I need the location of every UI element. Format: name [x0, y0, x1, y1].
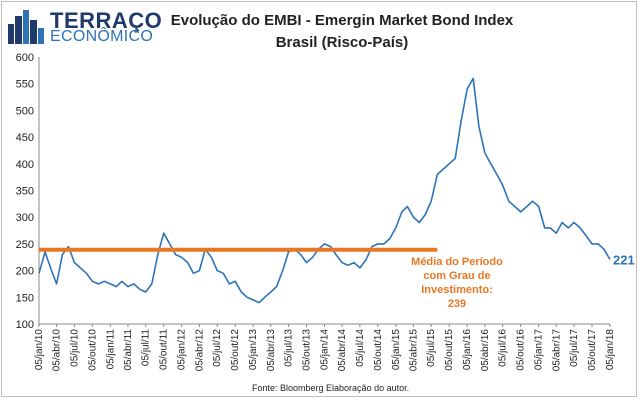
logo-wordmark-top: TERRAÇO [50, 8, 163, 33]
brand-logo: TERRAÇO ECONÔMICO [6, 6, 162, 46]
x-tick-label: 05/abr/14 [337, 329, 348, 372]
x-tick-label: 05/out/15 [444, 329, 455, 371]
y-tick-label: 600 [16, 52, 34, 64]
chart-subtitle: Brasil (Risco-País) [275, 34, 409, 51]
x-tick-label: 05/abr/12 [194, 329, 205, 372]
x-tick-label: 05/jul/16 [498, 329, 509, 367]
embi-series-line [38, 77, 611, 304]
logo-wordmark-bottom: ECONÔMICO [50, 28, 154, 45]
mean-annotation-line: 239 [448, 298, 466, 310]
x-tick-label: 05/out/12 [230, 329, 241, 371]
x-tick-label: 05/out/10 [87, 329, 98, 371]
x-tick-label: 05/jan/10 [34, 329, 45, 371]
y-tick-label: 100 [16, 319, 34, 331]
x-tick-label: 05/abr/13 [266, 329, 277, 372]
x-tick-label: 05/jul/14 [355, 329, 366, 367]
x-tick-label: 05/jan/18 [605, 329, 616, 371]
y-tick-label: 400 [16, 159, 34, 171]
x-tick-label: 05/jul/11 [141, 329, 152, 367]
x-tick-label: 05/out/16 [516, 329, 527, 371]
x-tick-label: 05/jan/17 [534, 329, 545, 371]
chart-title: Evolução do EMBI - Emergin Market Bond I… [170, 12, 514, 29]
city-skyline-icon [8, 10, 44, 44]
x-tick-label: 05/jan/16 [462, 329, 473, 371]
mean-annotation-line: com Grau de [423, 270, 490, 282]
y-tick-label: 150 [16, 292, 34, 304]
x-tick-label: 05/abr/10 [52, 329, 63, 372]
x-tick-label: 05/jan/14 [320, 329, 331, 371]
x-tick-label: 05/abr/16 [480, 329, 491, 372]
last-value-label: 221 [613, 252, 635, 267]
y-tick-label: 350 [16, 186, 34, 198]
x-tick-label: 05/jul/15 [426, 329, 437, 367]
x-tick-label: 05/jan/13 [248, 329, 259, 371]
x-tick-label: 05/jul/10 [69, 329, 80, 367]
x-tick-label: 05/jul/13 [284, 329, 295, 367]
x-tick-label: 05/out/13 [302, 329, 313, 371]
x-tick-label: 05/abr/17 [551, 329, 562, 372]
x-tick-label: 05/jul/17 [569, 329, 580, 367]
x-tick-label: 05/abr/11 [123, 329, 134, 371]
x-tick-label: 05/jul/12 [212, 329, 223, 367]
y-tick-label: 500 [16, 105, 34, 117]
x-tick-label: 05/out/17 [587, 329, 598, 371]
x-tick-label: 05/jan/11 [105, 329, 116, 370]
x-tick-label: 05/abr/15 [408, 329, 419, 372]
x-tick-label: 05/jan/12 [177, 329, 188, 371]
source-note: Fonte: Bloomberg Elaboração do autor. [252, 383, 410, 393]
y-tick-label: 200 [16, 266, 34, 278]
y-tick-label: 300 [16, 212, 34, 224]
y-tick-label: 450 [16, 132, 34, 144]
mean-annotation-line: Média do Período [411, 256, 503, 268]
y-tick-label: 550 [16, 79, 34, 91]
x-tick-label: 05/out/14 [373, 329, 384, 371]
y-tick-label: 250 [16, 239, 34, 251]
x-tick-label: 05/jan/15 [391, 329, 402, 371]
x-tick-label: 05/out/11 [159, 329, 170, 370]
mean-annotation-line: Investimento: [421, 284, 493, 296]
